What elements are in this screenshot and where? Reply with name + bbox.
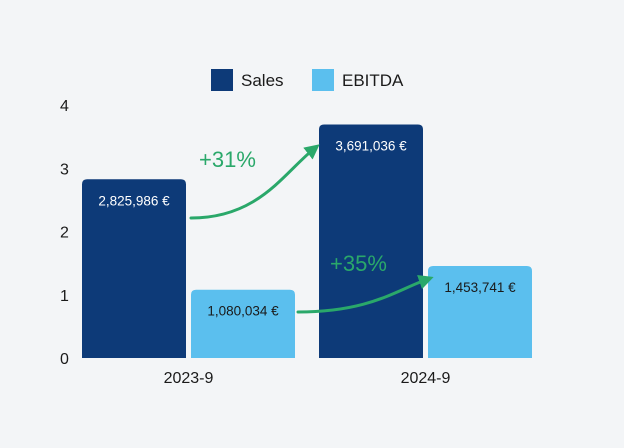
y-tick-label: 2: [60, 225, 69, 242]
growth-label-ebitda: +35%: [330, 251, 387, 276]
x-tick-label: 2024-9: [401, 370, 451, 387]
y-tick-label: 4: [60, 98, 69, 115]
value-labels: 2,825,986 € 3,691,036 € 1,080,034 € 1,453,7…: [98, 139, 516, 319]
bar-ebitda-2024-9[interactable]: [428, 266, 532, 358]
x-axis: 2023-9 2024-9: [164, 370, 451, 387]
legend-item-ebitda[interactable]: EBITDA: [312, 69, 404, 91]
x-tick-label: 2023-9: [164, 370, 214, 387]
value-label-sales: 3,691,036 €: [335, 139, 407, 154]
bar-sales-2023-9[interactable]: [82, 179, 186, 358]
legend-swatch-sales: [211, 69, 233, 91]
value-label-ebitda: 1,453,741 €: [444, 280, 516, 295]
bar-sales-2024-9[interactable]: [319, 124, 423, 359]
growth-annotations: +31% +35%: [189, 144, 434, 314]
growth-label-sales: +31%: [199, 147, 256, 172]
legend-label-sales: Sales: [241, 71, 284, 90]
value-label-sales: 2,825,986 €: [98, 193, 170, 208]
legend-label-ebitda: EBITDA: [342, 71, 404, 90]
y-axis: 0 1 2 3 4: [60, 98, 69, 368]
growth-arrow-ebitda: [296, 274, 434, 314]
legend-item-sales[interactable]: Sales: [211, 69, 284, 91]
growth-arrow-sales: [189, 144, 320, 220]
value-label-ebitda: 1,080,034 €: [207, 304, 279, 319]
y-tick-label: 1: [60, 288, 69, 305]
y-tick-label: 0: [60, 351, 69, 368]
bar-ebitda-2023-9[interactable]: [191, 289, 295, 358]
y-tick-label: 3: [60, 161, 69, 178]
bars: [82, 124, 532, 359]
legend-swatch-ebitda: [312, 69, 334, 91]
legend: Sales EBITDA: [211, 69, 404, 91]
